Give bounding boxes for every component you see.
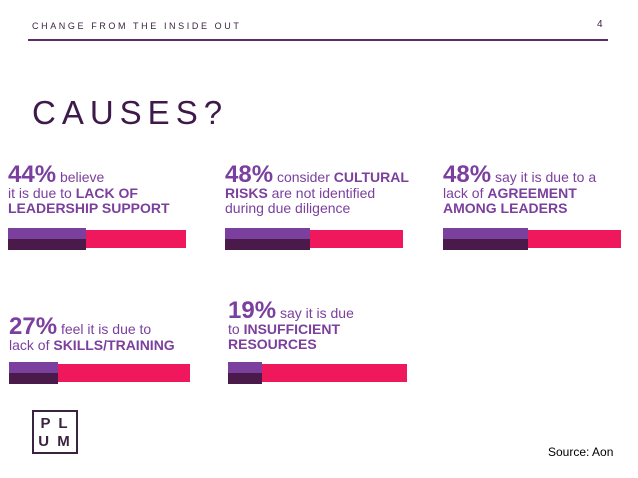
bar-fill-shadow [228,373,262,384]
source: Source: Aon [548,445,614,459]
text: are not identified [267,185,376,201]
text-line: 48% say it is due to a [443,161,597,188]
text-line: AMONG LEADERS [443,201,596,216]
bar-fill [443,228,529,239]
text-line: 44% believe [8,161,170,188]
header-title: CHANGE FROM THE INSIDE OUT [32,21,242,31]
text-line: LEADERSHIP SUPPORT [8,201,170,216]
text-line: it is due to LACK OF [8,186,170,201]
heading: CAUSES? [32,94,229,131]
text-line: RISKS are not identified [225,186,409,201]
text-line: to INSUFFICIENT [228,322,354,337]
text: consider [276,169,334,185]
cause-text: 48% consider CULTURAL RISKS are not ident… [225,161,409,216]
bold-text: SKILLS/TRAINING [53,337,175,353]
percent: 19% [228,297,277,324]
logo-row: P L [40,415,70,432]
cause-text: 27% feel it is due to lack of SKILLS/TRAI… [9,313,175,353]
percent: 44% [8,161,57,188]
text-line: 27% feel it is due to [9,313,175,340]
text-line: during due diligence [225,201,409,216]
header-rule [28,39,608,41]
bar-fill [8,228,87,239]
percent: 27% [9,313,58,340]
text: feel it is due to [60,321,152,337]
text-line: lack of SKILLS/TRAINING [9,338,175,353]
text: during due diligence [225,200,351,216]
bold-text: LEADERSHIP SUPPORT [8,200,170,216]
bold-text: LACK OF [75,185,138,201]
bold-text: AGREEMENT [487,185,577,201]
text: believe [59,169,105,185]
percent: 48% [225,161,274,188]
text-line: RESOURCES [228,337,354,352]
cause-text: 19% say it is due to INSUFFICIENT RESOURCE… [228,297,354,352]
bar-fill-shadow [443,239,529,250]
bold-text: RESOURCES [228,336,317,352]
page-number: 4 [597,19,603,30]
bar-fill-shadow [8,239,87,250]
bold-text: CULTURAL [333,169,409,185]
bar-fill-shadow [9,373,58,384]
bar-fill [9,362,58,373]
bold-text: RISKS [225,185,268,201]
bold-text: INSUFFICIENT [243,321,341,337]
text-line: 48% consider CULTURAL [225,161,409,188]
text: lack of [9,337,54,353]
text: say it is due to a [494,169,597,185]
logo-row: U M [38,433,72,450]
text: lack of [443,185,488,201]
text: it is due to [8,185,76,201]
bar-fill [228,362,262,373]
cause-text: 48% say it is due to a lack of AGREEMENT A… [443,161,597,216]
bold-text: AMONG LEADERS [443,200,568,216]
cause-text: 44% believe it is due to LACK OF LEADERSHI… [8,161,170,216]
text-line: 19% say it is due [228,297,354,324]
text: say it is due [279,305,354,321]
bar-fill [225,228,311,239]
text: to [228,321,244,337]
bar-track [228,364,407,382]
percent: 48% [443,161,492,188]
text-line: lack of AGREEMENT [443,186,596,201]
bar-fill-shadow [225,239,311,250]
